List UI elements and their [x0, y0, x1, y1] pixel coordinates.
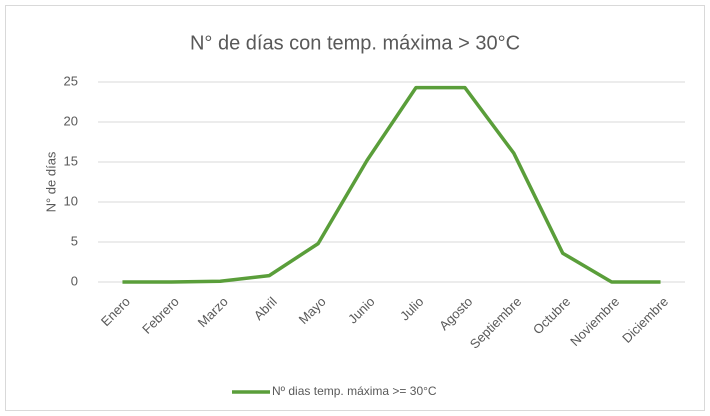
data-line [122, 85, 661, 284]
y-axis-label: N° de días [43, 151, 58, 212]
chart-border [5, 5, 705, 411]
y-tick-label: 10 [64, 193, 78, 208]
y-tick-label: 5 [71, 233, 78, 248]
legend-label: Nº dias temp. máxima >= 30°C [272, 384, 437, 398]
y-tick-label: 15 [64, 153, 78, 168]
y-tick-label: 25 [64, 73, 78, 88]
chart-title: N° de días con temp. máxima > 30°C [190, 32, 520, 54]
y-tick-label: 0 [71, 273, 78, 288]
y-tick-label: 20 [64, 113, 78, 128]
